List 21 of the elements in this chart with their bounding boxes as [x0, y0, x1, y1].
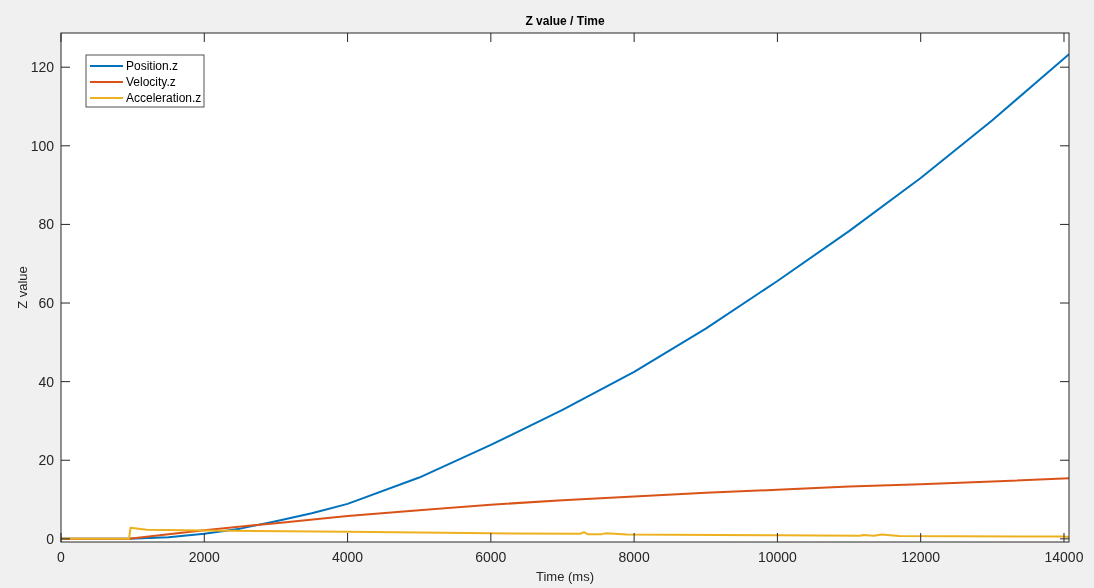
- y-tick-label: 80: [38, 216, 55, 233]
- legend-label: Acceleration.z: [126, 91, 202, 105]
- y-tick-label: 120: [30, 59, 55, 76]
- y-axis-title: Z value: [15, 266, 30, 309]
- x-tick-label: 10000: [757, 549, 798, 565]
- y-tick-label: 20: [38, 452, 55, 469]
- x-tick-label: 2000: [188, 549, 221, 565]
- x-tick-label: 14000: [1044, 549, 1084, 565]
- x-axis-title: Time (ms): [535, 569, 595, 584]
- y-tick-label: 0: [46, 530, 55, 547]
- x-tick-label: 8000: [618, 549, 650, 565]
- x-tick-label: 12000: [901, 549, 941, 565]
- y-tick-label: 40: [38, 373, 55, 390]
- y-tick-label: 100: [30, 137, 55, 154]
- x-tick-label: 0: [57, 549, 66, 565]
- y-tick-label: 60: [38, 295, 55, 312]
- x-tick-label: 4000: [331, 549, 364, 565]
- legend-label: Velocity.z: [126, 75, 176, 89]
- chart-title: Z value / Time: [525, 14, 605, 28]
- legend-label: Position.z: [126, 59, 179, 73]
- x-tick-label: 6000: [475, 549, 507, 565]
